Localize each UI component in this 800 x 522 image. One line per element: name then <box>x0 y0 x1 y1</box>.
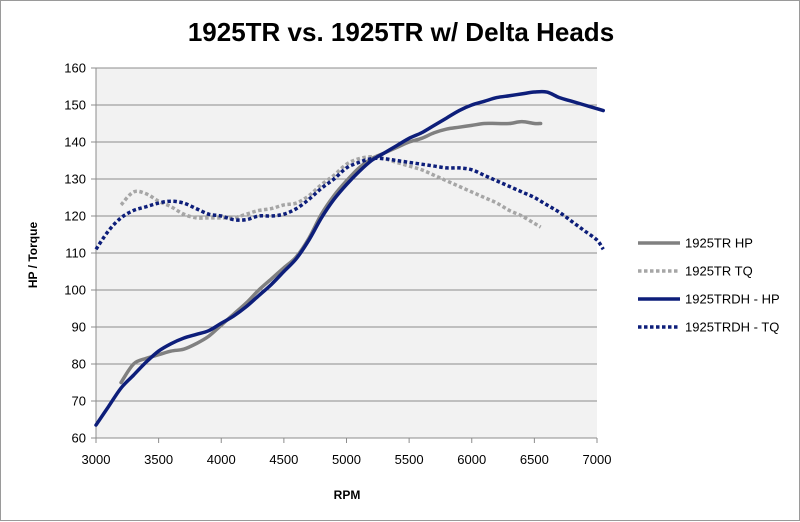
y-axis-label: HP / Torque <box>26 222 40 289</box>
chart-title: 1925TR vs. 1925TR w/ Delta Heads <box>188 17 614 47</box>
legend-label: 1925TRDH - HP <box>685 292 780 307</box>
y-tick-label: 160 <box>64 61 86 76</box>
legend-label: 1925TR TQ <box>685 264 753 279</box>
legend-1925tr-tq: 1925TR TQ <box>638 264 753 279</box>
legend: 1925TR HP 1925TR TQ 1925TRDH - HP 1925TRDH … <box>638 236 780 335</box>
legend-1925trdh-hp: 1925TRDH - HP <box>638 292 780 307</box>
legend-1925tr-hp: 1925TR HP <box>638 236 753 251</box>
y-tick-label: 70 <box>72 394 86 409</box>
y-tick-label: 100 <box>64 283 86 298</box>
x-tick-label: 7000 <box>583 452 612 467</box>
plot-area: 60 70 80 90 100 110 120 130 140 150 160 3000 3500 400… <box>64 61 611 468</box>
series-1925tr-tq <box>119 155 542 229</box>
y-tick-label: 120 <box>64 209 86 224</box>
x-tick-label: 4500 <box>269 452 298 467</box>
y-tick-label: 110 <box>65 246 86 261</box>
x-axis-label: RPM <box>334 488 361 502</box>
y-tick-label: 90 <box>72 320 86 335</box>
y-tick-label: 130 <box>64 172 86 187</box>
legend-label: 1925TR HP <box>685 236 753 251</box>
x-tick-label: 6000 <box>457 452 486 467</box>
series-1925trdh-hp <box>94 89 606 427</box>
x-tick-label: 5500 <box>395 452 424 467</box>
x-tick-label: 4000 <box>207 452 236 467</box>
series-1925trdh-tq <box>94 156 605 251</box>
x-tick-label: 6500 <box>520 452 549 467</box>
y-tick-label: 80 <box>72 357 86 372</box>
x-tick-label: 3000 <box>82 452 111 467</box>
y-tick-label: 150 <box>64 98 86 113</box>
x-tick-label: 5000 <box>332 452 361 467</box>
series-1925tr-hp <box>119 119 543 385</box>
y-tick-label: 60 <box>72 431 86 446</box>
legend-1925trdh-tq: 1925TRDH - TQ <box>638 320 779 335</box>
y-tick-label: 140 <box>64 135 86 150</box>
x-tick-label: 3500 <box>144 452 173 467</box>
legend-label: 1925TRDH - TQ <box>685 320 779 335</box>
